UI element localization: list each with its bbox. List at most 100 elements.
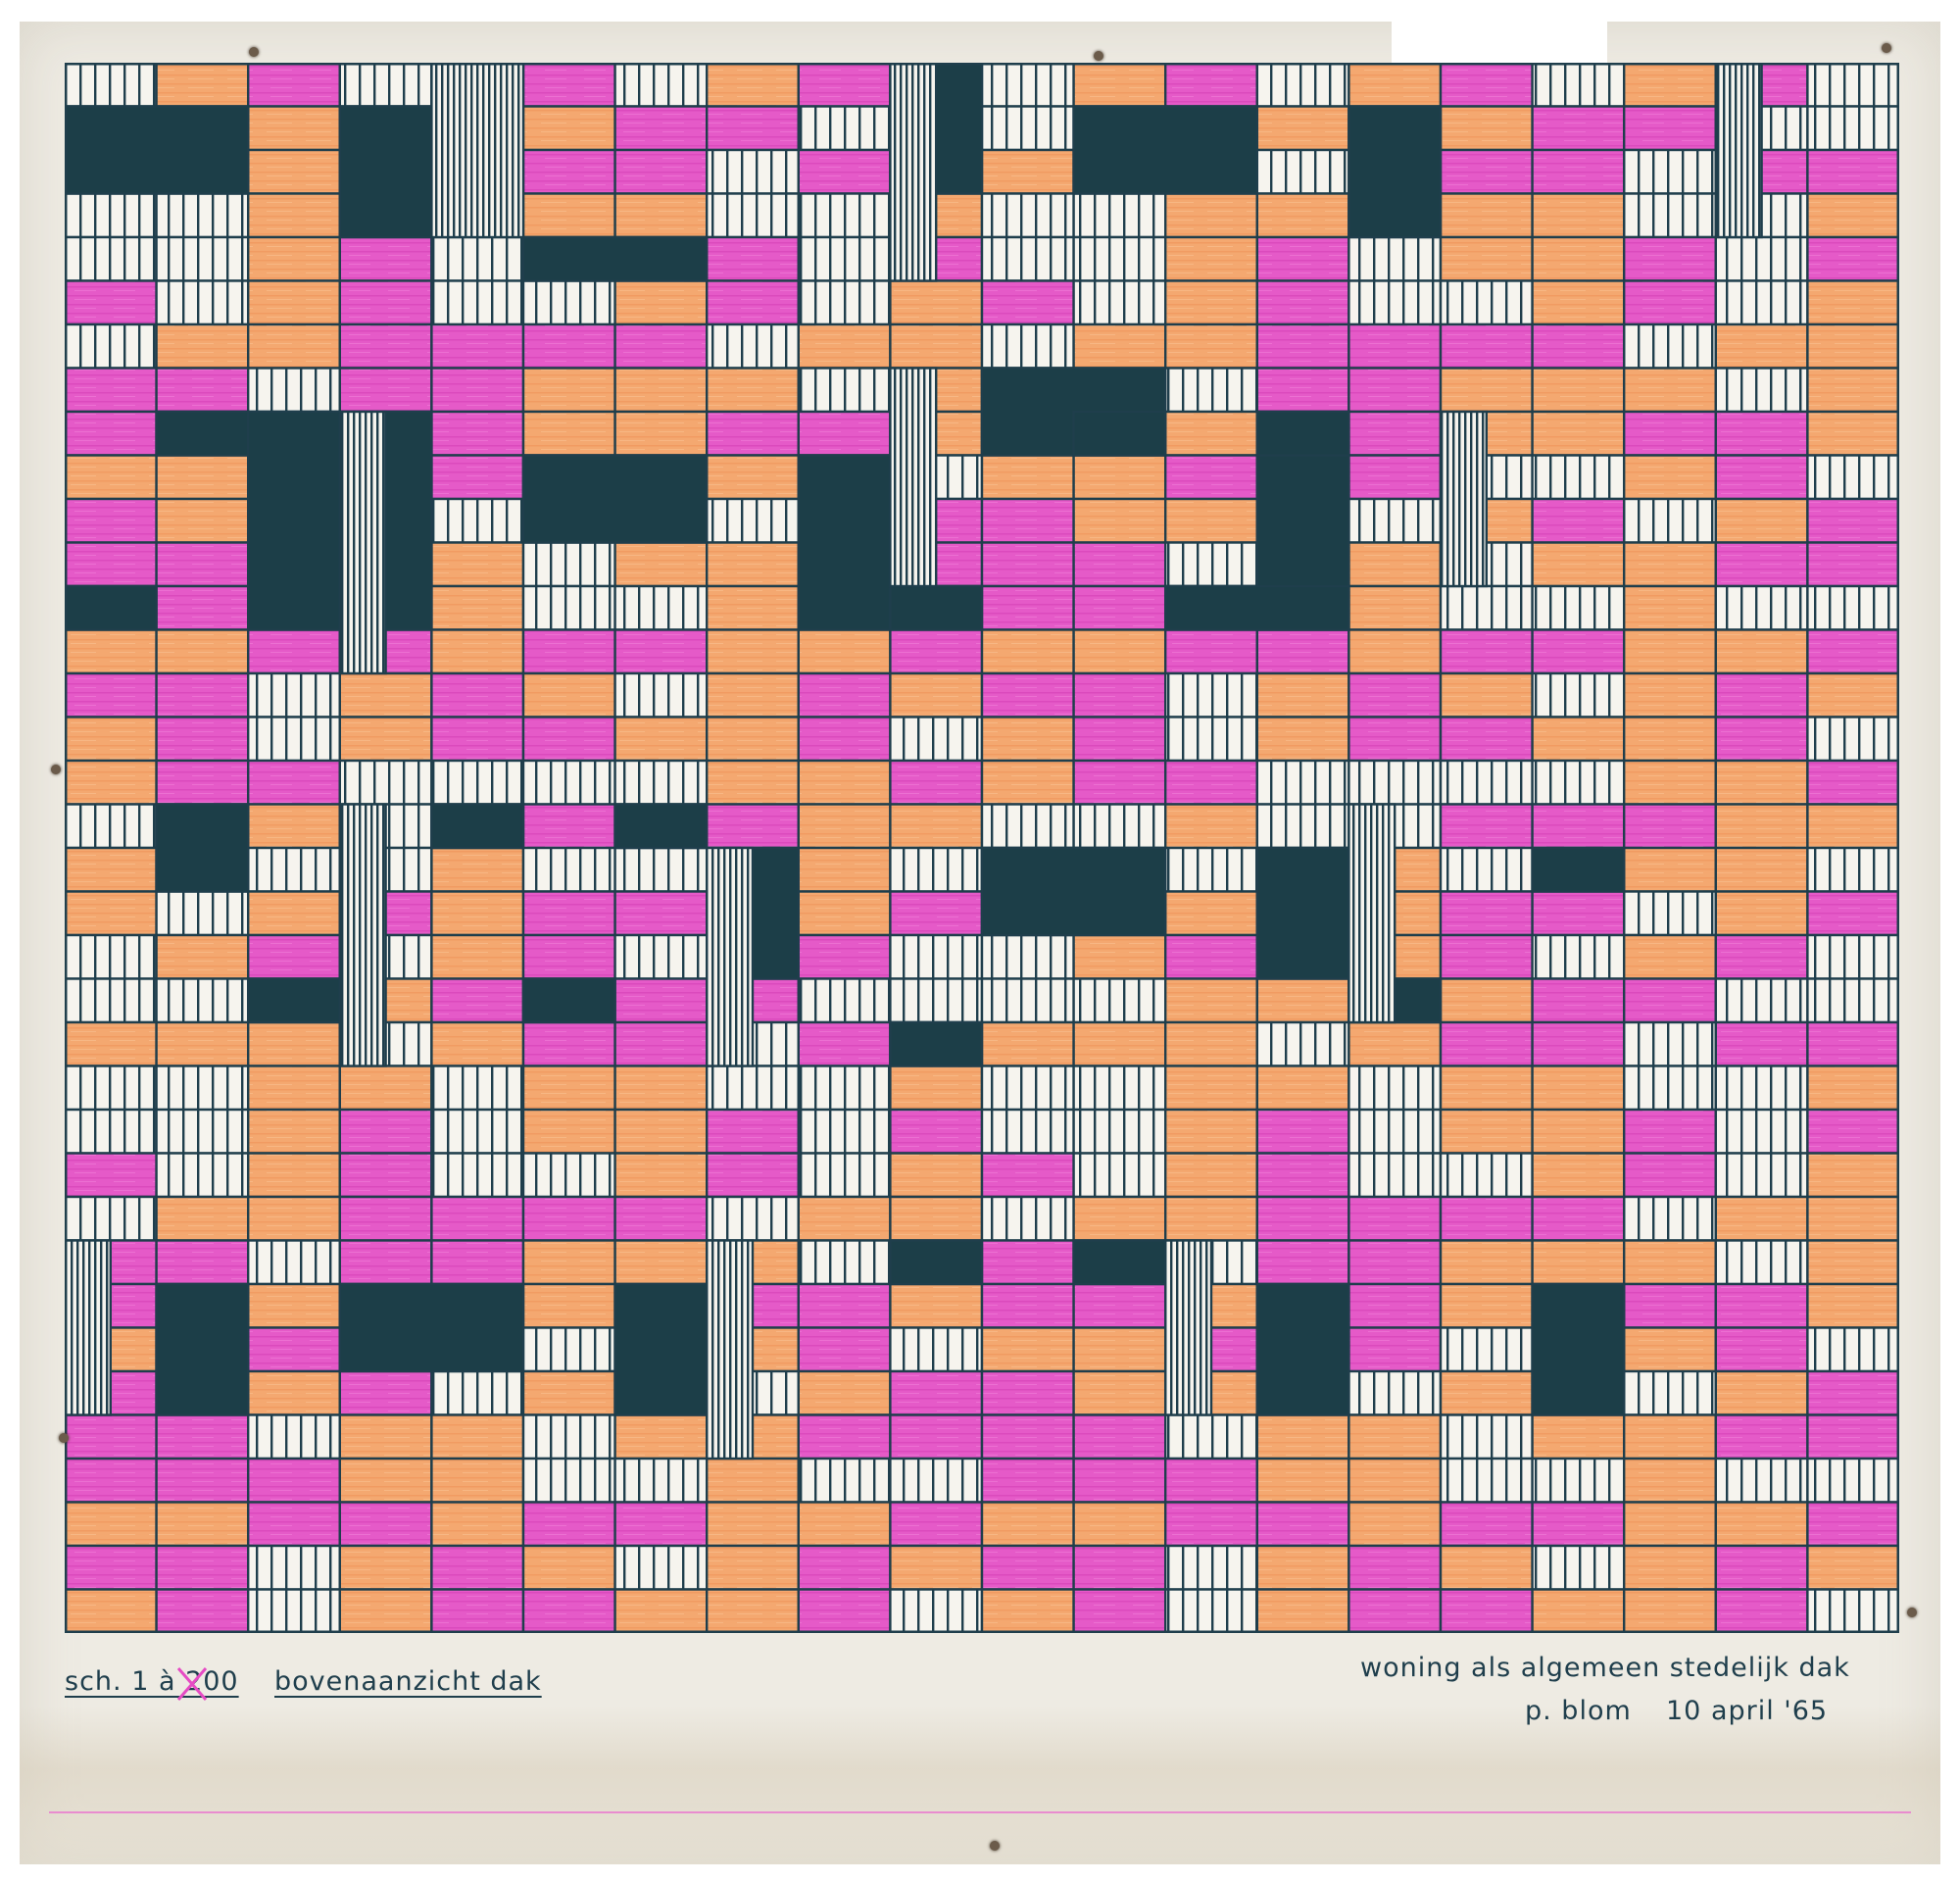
white-lath [1806,454,1899,501]
white-lath [1163,671,1258,718]
white-lath [1622,148,1717,195]
orange-board [797,1501,892,1548]
orange-board [1439,1065,1534,1112]
orange-board [1163,1020,1258,1067]
dark-slab [613,803,709,850]
magenta-board [706,235,801,282]
orange-board [613,192,709,239]
magenta-board [1714,933,1809,980]
white-lath [1348,279,1443,326]
orange-board [155,454,250,501]
magenta-board [1348,367,1443,414]
white-lath [65,192,158,239]
dark-slab [889,1020,984,1067]
white-lath [65,235,158,282]
magenta-board [65,1457,158,1504]
magenta-board [338,1501,433,1548]
orange-board [706,671,801,718]
white-lath [889,933,984,980]
white-lath [246,846,341,893]
magenta-board [338,279,433,326]
magenta-board [430,716,525,763]
magenta-board [1439,716,1534,763]
orange-board [1622,584,1717,631]
white-lath [797,977,892,1024]
magenta-board [155,759,250,806]
fine-lath [1439,410,1488,588]
fine-lath [889,367,938,588]
white-lath [1806,584,1899,631]
orange-board [155,1501,250,1548]
orange-board [521,1282,616,1329]
magenta-board [980,1369,1075,1416]
orange-board [430,846,525,893]
orange-board [155,63,250,108]
white-lath [613,671,709,718]
orange-board [706,628,801,675]
magenta-board [1806,1413,1899,1461]
magenta-board [1163,454,1258,501]
orange-board [1714,1369,1809,1416]
orange-board [1255,1065,1350,1112]
white-lath [1622,1369,1717,1416]
orange-board [1714,803,1809,850]
orange-board [797,1195,892,1242]
orange-board [1531,235,1626,282]
white-lath [889,977,984,1024]
magenta-board [797,933,892,980]
magenta-board [1439,803,1534,850]
white-lath [1806,105,1899,152]
orange-board [521,192,616,239]
orange-board [521,671,616,718]
pin-hole [51,765,61,774]
orange-board [246,105,341,152]
white-lath [980,977,1075,1024]
plan-frame [65,63,1899,1633]
scale-label: sch. 1 à 200 [65,1666,239,1697]
white-lath [889,1326,984,1373]
white-lath [1163,1544,1258,1591]
orange-board [1072,1020,1167,1067]
white-lath [797,1108,892,1155]
orange-board [1072,1369,1167,1416]
orange-board [65,890,158,937]
orange-board [1163,192,1258,239]
orange-board [1439,367,1534,414]
dark-slab [797,454,892,631]
white-lath [706,1195,801,1242]
white-lath [613,933,709,980]
orange-board [613,1239,709,1286]
orange-board [1714,322,1809,370]
orange-board [1531,367,1626,414]
orange-board [1806,1195,1899,1242]
white-lath [980,1195,1075,1242]
dark-slab [1072,105,1258,195]
magenta-board [1072,1413,1167,1461]
magenta-board [1439,628,1534,675]
orange-board [430,1457,525,1504]
pin-hole [1907,1608,1917,1617]
dark-slab [155,410,250,457]
white-lath [1714,1152,1809,1199]
magenta-board [521,628,616,675]
magenta-board [1348,1195,1443,1242]
magenta-board [521,803,616,850]
magenta-board [980,671,1075,718]
magenta-board [338,1152,433,1199]
white-lath [1072,1065,1167,1112]
orange-board [246,148,341,195]
orange-board [980,1020,1075,1067]
orange-board [430,1501,525,1548]
magenta-board [246,1326,341,1373]
magenta-board [1072,1588,1167,1633]
white-lath [889,1588,984,1633]
magenta-board [338,367,433,414]
orange-board [1622,1501,1717,1548]
magenta-board [1348,716,1443,763]
orange-board [1439,1108,1534,1155]
white-lath [1163,716,1258,763]
orange-board [1531,1152,1626,1199]
orange-board [889,1282,984,1329]
orange-board [1163,1108,1258,1155]
dark-slab [1163,584,1350,631]
